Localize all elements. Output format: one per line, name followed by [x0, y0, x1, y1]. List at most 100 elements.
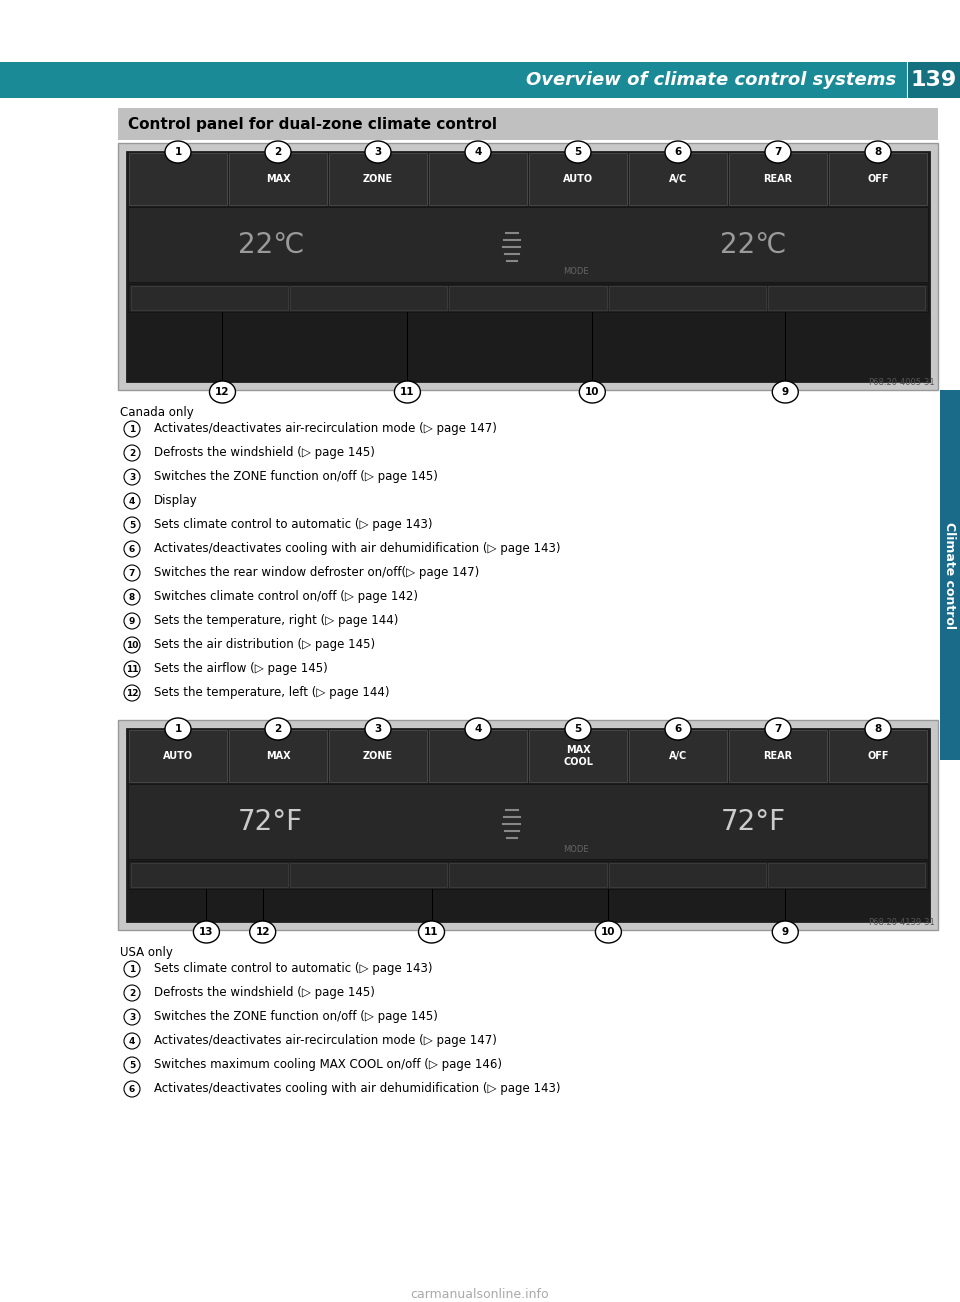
Ellipse shape: [579, 381, 606, 404]
Ellipse shape: [565, 717, 591, 740]
Text: 10: 10: [601, 927, 615, 937]
Ellipse shape: [265, 141, 291, 163]
Ellipse shape: [865, 717, 891, 740]
Text: 5: 5: [129, 1061, 135, 1069]
Text: 22℃: 22℃: [720, 230, 786, 259]
Ellipse shape: [765, 717, 791, 740]
Text: 72°F: 72°F: [238, 807, 303, 836]
Ellipse shape: [124, 469, 140, 486]
Text: 1: 1: [175, 147, 181, 158]
Text: 6: 6: [674, 724, 682, 734]
Text: REAR: REAR: [763, 174, 793, 184]
Bar: [629, 154, 727, 204]
Bar: [529, 730, 627, 783]
Ellipse shape: [265, 717, 291, 740]
Bar: [768, 863, 925, 887]
Ellipse shape: [250, 921, 276, 943]
Text: Switches climate control on/off (▷ page 142): Switches climate control on/off (▷ page …: [154, 590, 418, 603]
Text: 4: 4: [129, 1036, 135, 1046]
Bar: [829, 154, 927, 204]
Bar: [768, 286, 925, 310]
Ellipse shape: [165, 717, 191, 740]
Bar: [429, 154, 527, 204]
Bar: [131, 286, 288, 310]
Bar: [129, 730, 227, 783]
Text: 5: 5: [129, 521, 135, 530]
Ellipse shape: [772, 381, 799, 404]
Bar: [529, 154, 627, 204]
Text: 3: 3: [129, 473, 135, 482]
Ellipse shape: [865, 141, 891, 163]
Text: ZONE: ZONE: [363, 174, 393, 184]
Text: 6: 6: [674, 147, 682, 158]
Text: MODE: MODE: [564, 267, 589, 276]
Bar: [449, 863, 607, 887]
Bar: [729, 730, 827, 783]
Text: 1: 1: [175, 724, 181, 734]
Ellipse shape: [124, 445, 140, 461]
Ellipse shape: [124, 565, 140, 581]
Ellipse shape: [465, 141, 491, 163]
Ellipse shape: [124, 421, 140, 437]
Ellipse shape: [193, 921, 220, 943]
Text: Defrosts the windshield (▷ page 145): Defrosts the windshield (▷ page 145): [154, 986, 374, 999]
Text: Climate control: Climate control: [944, 522, 956, 629]
Text: 4: 4: [129, 496, 135, 505]
Bar: [329, 154, 427, 204]
Text: 5: 5: [574, 147, 582, 158]
Text: MODE: MODE: [564, 845, 589, 854]
Text: 10: 10: [126, 641, 138, 650]
Ellipse shape: [124, 1032, 140, 1049]
Bar: [229, 154, 327, 204]
Text: 7: 7: [129, 569, 135, 578]
Text: Sets the temperature, right (▷ page 144): Sets the temperature, right (▷ page 144): [154, 615, 398, 628]
Text: AUTO: AUTO: [563, 174, 593, 184]
Text: Switches the ZONE function on/off (▷ page 145): Switches the ZONE function on/off (▷ pag…: [154, 1010, 438, 1023]
Text: Sets the air distribution (▷ page 145): Sets the air distribution (▷ page 145): [154, 638, 375, 651]
Text: Activates/deactivates air-recirculation mode (▷ page 147): Activates/deactivates air-recirculation …: [154, 422, 497, 435]
Ellipse shape: [419, 921, 444, 943]
Text: MAX: MAX: [266, 174, 290, 184]
Text: Defrosts the windshield (▷ page 145): Defrosts the windshield (▷ page 145): [154, 447, 374, 460]
Bar: [908, 62, 960, 98]
Ellipse shape: [124, 613, 140, 629]
Bar: [126, 728, 930, 922]
Text: OFF: OFF: [867, 751, 889, 760]
Text: ZONE: ZONE: [363, 751, 393, 760]
Bar: [609, 286, 766, 310]
Text: Canada only: Canada only: [120, 406, 194, 419]
Text: P68.20-4005-31: P68.20-4005-31: [869, 378, 935, 387]
Text: 10: 10: [585, 387, 600, 397]
Ellipse shape: [365, 141, 391, 163]
Text: 8: 8: [129, 592, 135, 602]
Text: 2: 2: [129, 448, 135, 457]
Ellipse shape: [665, 141, 691, 163]
Text: 72°F: 72°F: [721, 807, 785, 836]
Text: 8: 8: [875, 147, 881, 158]
Bar: [290, 863, 447, 887]
Text: 2: 2: [129, 988, 135, 997]
Text: 9: 9: [129, 617, 135, 625]
Bar: [131, 863, 288, 887]
Text: A/C: A/C: [669, 751, 687, 760]
Ellipse shape: [124, 493, 140, 509]
Text: 5: 5: [574, 724, 582, 734]
Ellipse shape: [124, 1057, 140, 1073]
Text: Activates/deactivates air-recirculation mode (▷ page 147): Activates/deactivates air-recirculation …: [154, 1034, 497, 1047]
Text: 22℃: 22℃: [237, 230, 304, 259]
Text: 11: 11: [424, 927, 439, 937]
Text: 6: 6: [129, 544, 135, 553]
Text: carmanualsonline.info: carmanualsonline.info: [411, 1288, 549, 1301]
Text: Switches the ZONE function on/off (▷ page 145): Switches the ZONE function on/off (▷ pag…: [154, 470, 438, 483]
Text: 4: 4: [474, 724, 482, 734]
Bar: [729, 154, 827, 204]
Bar: [329, 730, 427, 783]
Bar: [940, 391, 960, 760]
Bar: [0, 62, 960, 98]
Text: 3: 3: [129, 1013, 135, 1022]
Text: 13: 13: [199, 927, 214, 937]
Text: OFF: OFF: [867, 174, 889, 184]
Bar: [629, 730, 727, 783]
Text: 7: 7: [775, 147, 781, 158]
Text: Switches the rear window defroster on/off(▷ page 147): Switches the rear window defroster on/of…: [154, 566, 479, 579]
